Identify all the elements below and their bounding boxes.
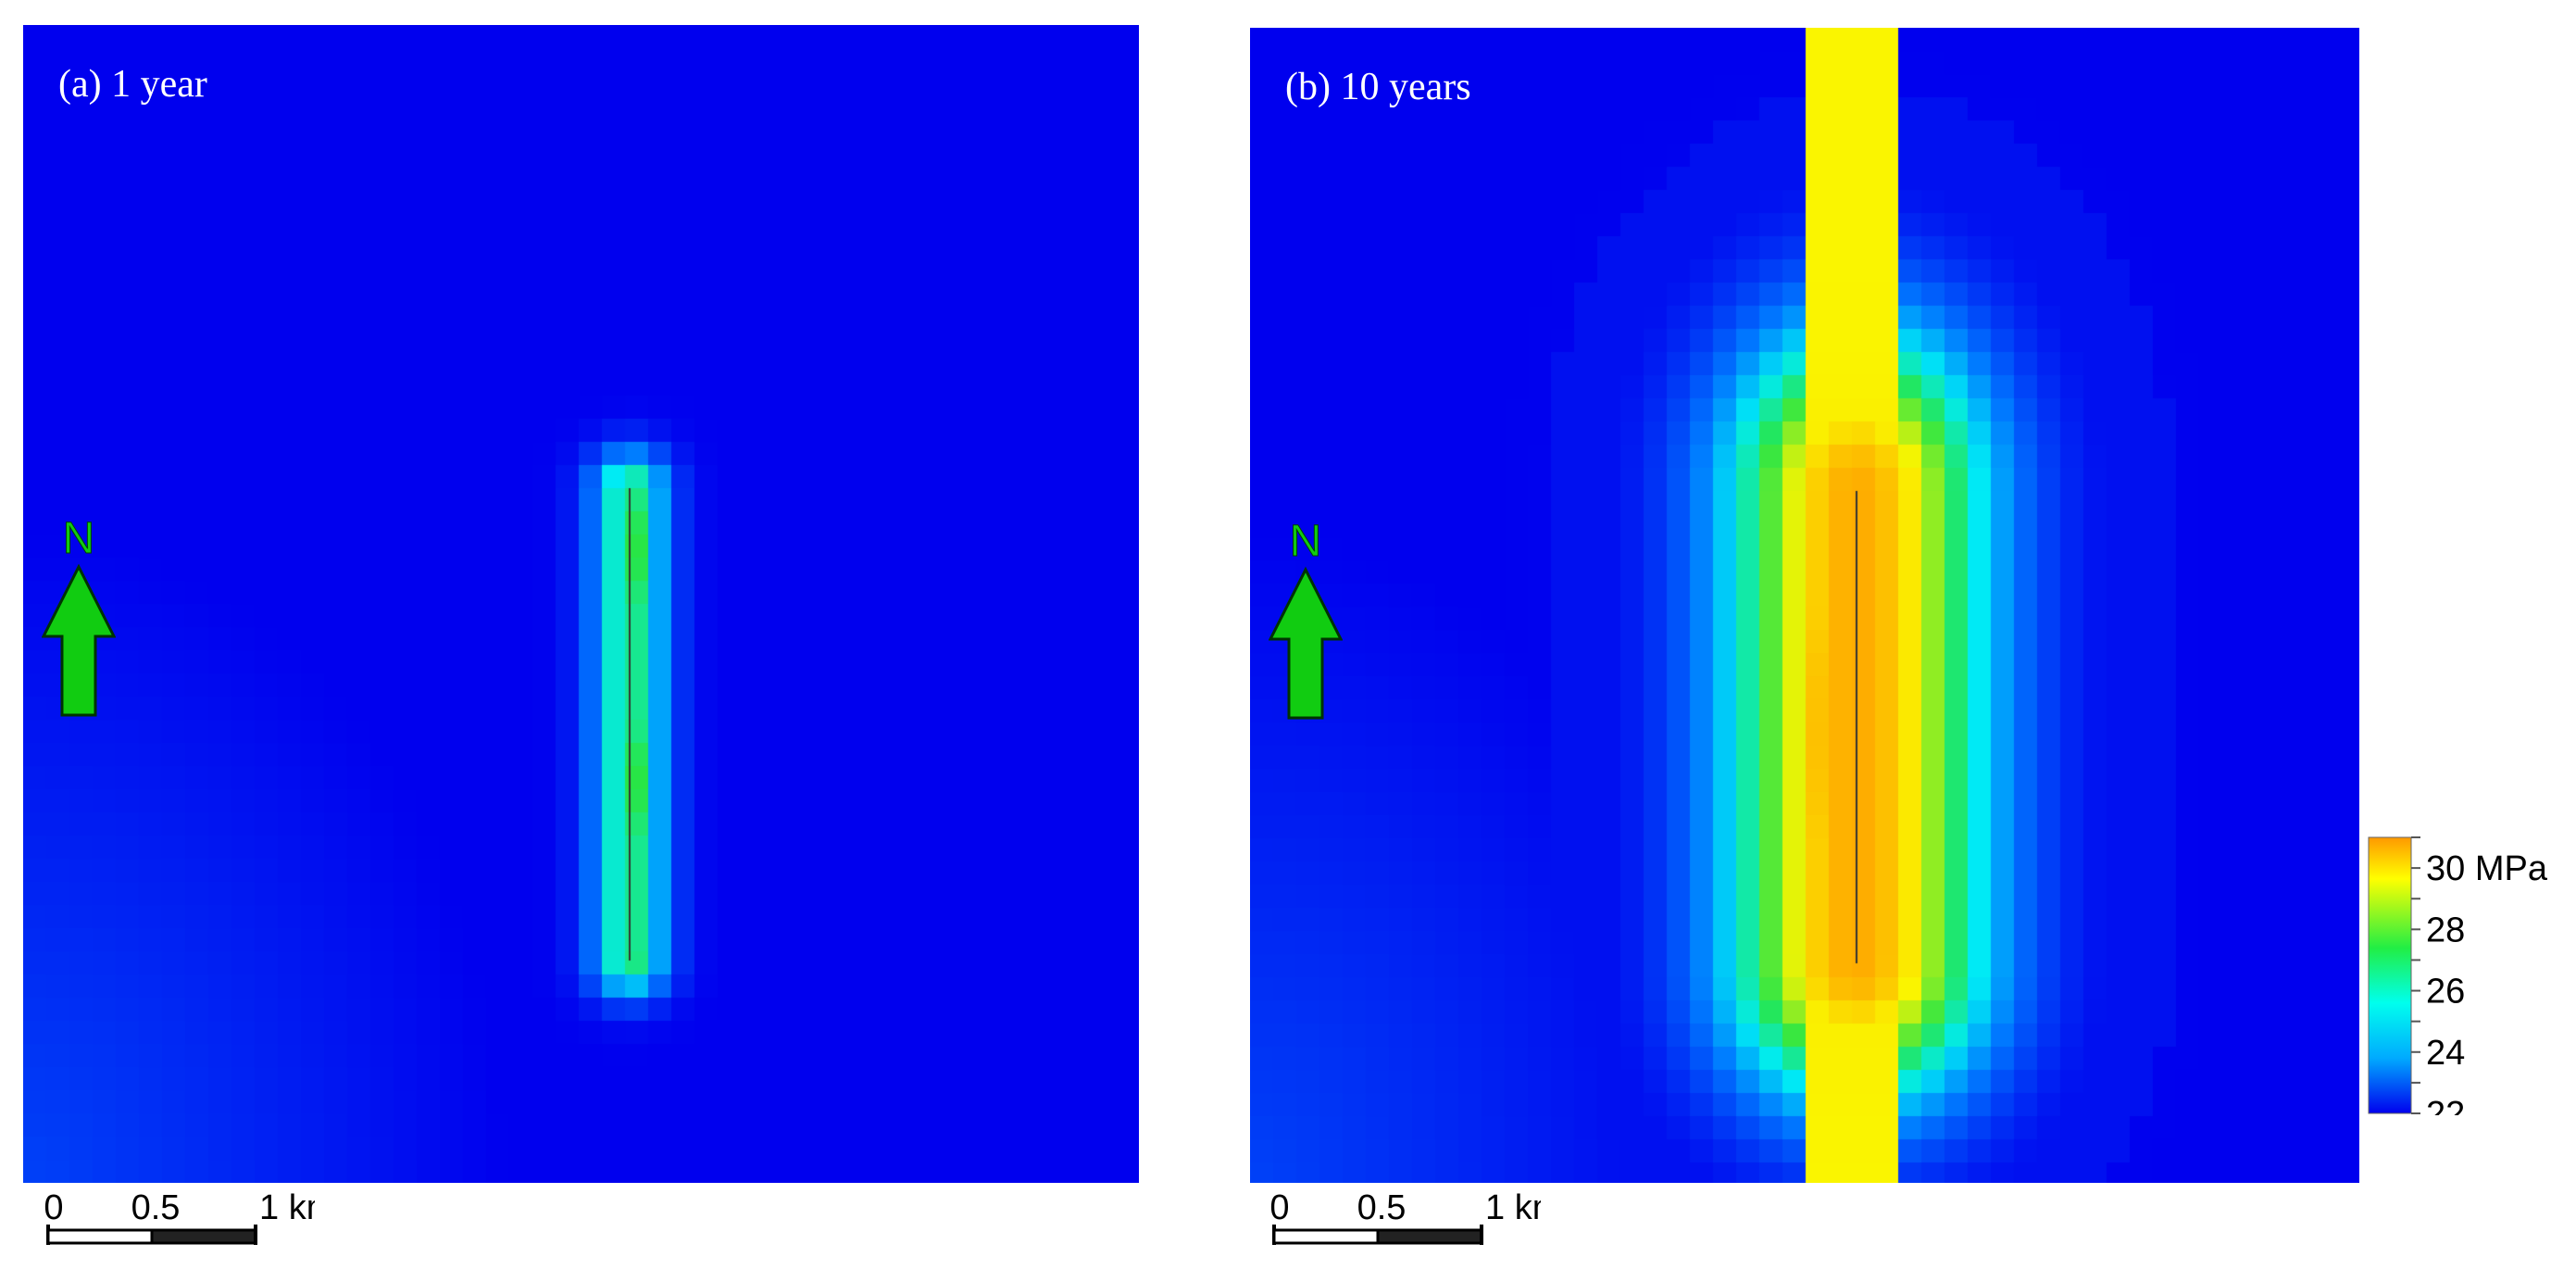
scale-label-1km: 1 km: [1485, 1188, 1541, 1227]
scale-bar-a: 0 0.5 1 km: [44, 1188, 315, 1245]
panel-title-b: (b) 10 years: [1285, 66, 1471, 108]
scale-bar-b: 0 0.5 1 km: [1269, 1188, 1541, 1245]
colorbar-tick-label: 26: [2426, 973, 2465, 1011]
scale-label-0: 0: [1269, 1188, 1289, 1227]
scale-label-half: 0.5: [1357, 1188, 1407, 1227]
north-arrow-icon: N: [42, 514, 116, 717]
north-arrow-icon: N: [1269, 517, 1343, 720]
scale-label-0: 0: [44, 1188, 63, 1227]
pressure-field-map-a: [23, 25, 1139, 1183]
north-label: N: [1290, 517, 1322, 566]
colorbar-tick-label: 24: [2426, 1034, 2465, 1073]
pressure-colorbar: 22 24 26 28 30 MPa: [2368, 836, 2548, 1115]
pressure-field-map-b: [1250, 28, 2359, 1183]
map-panel-10-years: (b) 10 years N: [1250, 28, 2359, 1183]
north-label: N: [63, 514, 95, 563]
colorbar-tick-label: 30 MPa: [2426, 849, 2548, 888]
panel-title-a: (a) 1 year: [58, 63, 207, 106]
scale-label-half: 0.5: [131, 1188, 181, 1227]
colorbar-tick-label: 22: [2426, 1095, 2465, 1115]
scale-label-1km: 1 km: [259, 1188, 315, 1227]
map-panel-1-year: (a) 1 year N: [23, 25, 1139, 1183]
colorbar-tick-label: 28: [2426, 911, 2465, 949]
